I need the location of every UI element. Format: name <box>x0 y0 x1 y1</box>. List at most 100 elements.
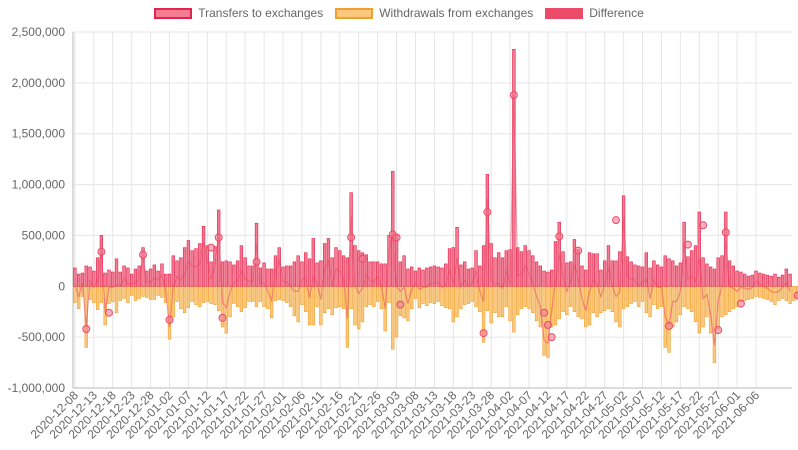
transfers-bar <box>765 274 770 287</box>
withdrawals-bar <box>391 285 395 350</box>
withdrawals-bar <box>625 285 630 307</box>
withdrawals-bar <box>239 285 244 313</box>
withdrawals-bar <box>576 285 580 318</box>
transfers-bar <box>77 273 81 287</box>
withdrawals-bar <box>148 285 153 300</box>
withdrawals-bar <box>621 285 626 309</box>
withdrawals-bar <box>194 285 198 305</box>
transfers-bar <box>375 261 380 287</box>
withdrawals-bar <box>394 285 399 338</box>
difference-point <box>665 321 674 330</box>
withdrawals-bar <box>129 285 134 296</box>
withdrawals-bar <box>224 285 228 334</box>
transfers-bar <box>428 266 433 287</box>
withdrawals-bar <box>606 285 611 309</box>
transfers-bar <box>614 260 618 287</box>
transfers-bar <box>311 238 315 287</box>
transfers-bar <box>553 241 558 287</box>
withdrawals-bar <box>232 285 236 304</box>
transfers-bar <box>413 270 418 287</box>
difference-point <box>165 315 174 324</box>
transfers-bar <box>761 273 766 287</box>
difference-point <box>139 250 148 259</box>
transfers-bar <box>266 268 270 287</box>
transfers-bar <box>436 266 440 287</box>
withdrawals-bar <box>258 285 262 302</box>
withdrawals-bar <box>111 285 115 302</box>
transfers-bar <box>239 245 244 287</box>
transfers-bar <box>398 261 402 287</box>
transfers-bar <box>546 271 550 287</box>
transfers-bar <box>288 265 293 287</box>
transfers-bar <box>780 274 785 287</box>
withdrawals-bar <box>754 285 758 297</box>
transfers-bar <box>716 257 720 287</box>
transfers-bar <box>152 264 157 287</box>
transfers-bar <box>148 268 153 287</box>
withdrawals-bar <box>777 285 781 301</box>
withdrawals-bar <box>466 285 471 304</box>
withdrawals-bar <box>114 285 119 314</box>
transfers-bar <box>659 266 664 287</box>
transfers-bar <box>129 273 134 287</box>
difference-point <box>82 325 91 334</box>
withdrawals-bar <box>531 285 535 314</box>
transfers-bar <box>270 268 274 287</box>
withdrawals-bar <box>122 285 126 299</box>
transfers-bar <box>587 252 592 287</box>
transfers-bar <box>731 265 736 287</box>
transfers-bar <box>307 258 312 287</box>
transfers-bar <box>107 269 111 287</box>
transfers-bar <box>391 171 395 287</box>
transfers-bar <box>425 267 429 287</box>
transfers-bar <box>368 261 372 287</box>
transfers-bar <box>319 260 323 287</box>
transfers-bar <box>739 271 743 287</box>
withdrawals-bar <box>179 285 183 309</box>
transfers-bar <box>296 255 300 287</box>
transfers-bar <box>773 273 777 287</box>
transfers-bar <box>754 270 758 287</box>
withdrawals-bar <box>652 285 656 305</box>
transfers-bar <box>743 273 747 287</box>
withdrawals-bar <box>281 285 285 301</box>
withdrawals-bar <box>614 285 618 323</box>
legend-swatch-transfers <box>154 7 193 19</box>
legend-item-difference[interactable]: Difference <box>545 6 644 20</box>
withdrawals-bar <box>330 285 334 316</box>
transfers-bar <box>341 255 346 287</box>
withdrawals-bar <box>459 285 463 309</box>
transfers-bar <box>777 276 781 287</box>
transfers-bar <box>580 265 584 287</box>
withdrawals-bar <box>334 285 338 308</box>
withdrawals-bar <box>368 285 372 305</box>
difference-point <box>736 299 745 308</box>
transfers-bar <box>285 265 289 287</box>
withdrawals-bar <box>288 285 293 307</box>
withdrawals-bar <box>572 285 577 313</box>
y-tick-label: -500,000 <box>18 330 66 344</box>
withdrawals-bar <box>145 285 149 298</box>
withdrawals-bar <box>519 285 524 309</box>
transfers-bar <box>133 268 138 287</box>
legend-item-transfers[interactable]: Transfers to exchanges <box>154 6 323 20</box>
withdrawals-bar <box>508 285 512 322</box>
withdrawals-bar <box>190 285 194 302</box>
withdrawals-bar <box>489 285 493 324</box>
withdrawals-bar <box>727 285 732 313</box>
withdrawals-bar <box>322 285 327 314</box>
withdrawals-bar <box>137 285 141 299</box>
transfers-bar <box>201 225 206 287</box>
transfers-bar <box>527 250 531 287</box>
difference-point <box>543 320 552 329</box>
withdrawals-bar <box>300 285 304 305</box>
legend-item-withdrawals[interactable]: Withdrawals from exchanges <box>335 6 533 20</box>
withdrawals-bar <box>686 285 690 309</box>
transfers-bar <box>243 257 247 287</box>
transfers-bar <box>247 265 251 287</box>
difference-point <box>347 233 356 242</box>
transfers-bar <box>103 272 107 287</box>
withdrawals-bar <box>235 285 240 307</box>
difference-point <box>97 247 106 256</box>
